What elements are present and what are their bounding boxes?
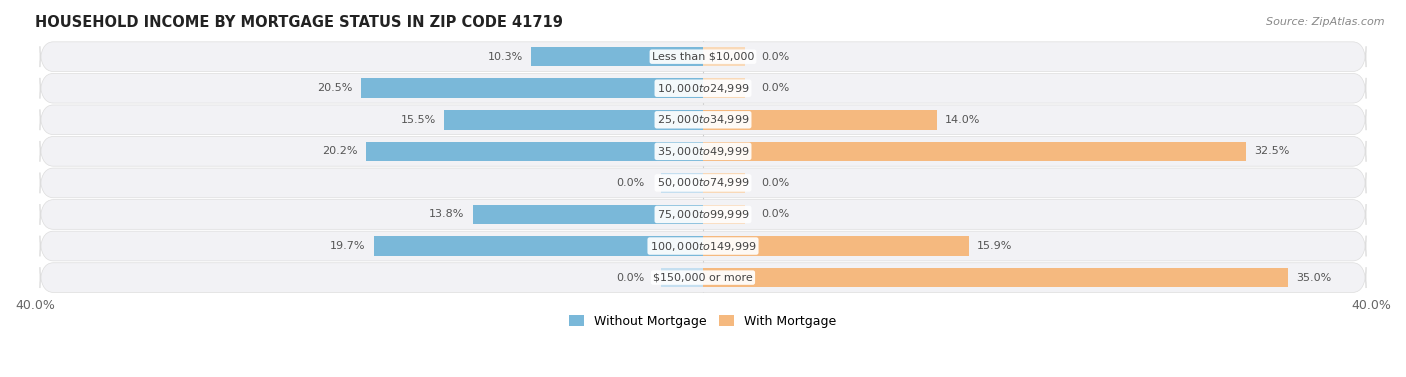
- FancyBboxPatch shape: [39, 42, 1367, 72]
- Text: 0.0%: 0.0%: [762, 178, 790, 188]
- Bar: [703, 110, 936, 130]
- Bar: [661, 268, 703, 287]
- Bar: [472, 205, 703, 224]
- Text: 20.2%: 20.2%: [322, 146, 357, 156]
- Text: $50,000 to $74,999: $50,000 to $74,999: [657, 176, 749, 189]
- Text: 10.3%: 10.3%: [488, 52, 523, 62]
- Text: Less than $10,000: Less than $10,000: [652, 52, 754, 62]
- Text: 0.0%: 0.0%: [762, 210, 790, 219]
- Bar: [703, 268, 1288, 287]
- Text: 20.5%: 20.5%: [316, 83, 353, 93]
- Text: 35.0%: 35.0%: [1296, 273, 1331, 283]
- Bar: [703, 205, 745, 224]
- Text: 0.0%: 0.0%: [762, 52, 790, 62]
- Text: 19.7%: 19.7%: [330, 241, 366, 251]
- FancyBboxPatch shape: [39, 74, 1367, 103]
- Bar: [703, 47, 745, 66]
- FancyBboxPatch shape: [39, 105, 1367, 135]
- Text: 15.9%: 15.9%: [977, 241, 1012, 251]
- Text: $35,000 to $49,999: $35,000 to $49,999: [657, 145, 749, 158]
- Text: Source: ZipAtlas.com: Source: ZipAtlas.com: [1267, 17, 1385, 27]
- Text: $10,000 to $24,999: $10,000 to $24,999: [657, 82, 749, 95]
- Bar: [661, 173, 703, 193]
- FancyBboxPatch shape: [39, 200, 1367, 229]
- Bar: [374, 236, 703, 256]
- Bar: [703, 173, 745, 193]
- Bar: [360, 78, 703, 98]
- Text: $25,000 to $34,999: $25,000 to $34,999: [657, 113, 749, 126]
- Text: 14.0%: 14.0%: [945, 115, 980, 125]
- Bar: [366, 142, 703, 161]
- Text: $100,000 to $149,999: $100,000 to $149,999: [650, 239, 756, 253]
- Bar: [444, 110, 703, 130]
- Bar: [531, 47, 703, 66]
- Text: 15.5%: 15.5%: [401, 115, 436, 125]
- Bar: [703, 78, 745, 98]
- FancyBboxPatch shape: [39, 263, 1367, 293]
- Text: $75,000 to $99,999: $75,000 to $99,999: [657, 208, 749, 221]
- Text: 32.5%: 32.5%: [1254, 146, 1289, 156]
- Text: 0.0%: 0.0%: [616, 273, 644, 283]
- FancyBboxPatch shape: [39, 168, 1367, 198]
- Text: 13.8%: 13.8%: [429, 210, 464, 219]
- Legend: Without Mortgage, With Mortgage: Without Mortgage, With Mortgage: [564, 310, 842, 333]
- FancyBboxPatch shape: [39, 231, 1367, 261]
- Text: $150,000 or more: $150,000 or more: [654, 273, 752, 283]
- Bar: [703, 142, 1246, 161]
- Text: 0.0%: 0.0%: [616, 178, 644, 188]
- Text: 0.0%: 0.0%: [762, 83, 790, 93]
- FancyBboxPatch shape: [39, 136, 1367, 166]
- Bar: [703, 236, 969, 256]
- Text: HOUSEHOLD INCOME BY MORTGAGE STATUS IN ZIP CODE 41719: HOUSEHOLD INCOME BY MORTGAGE STATUS IN Z…: [35, 15, 562, 30]
